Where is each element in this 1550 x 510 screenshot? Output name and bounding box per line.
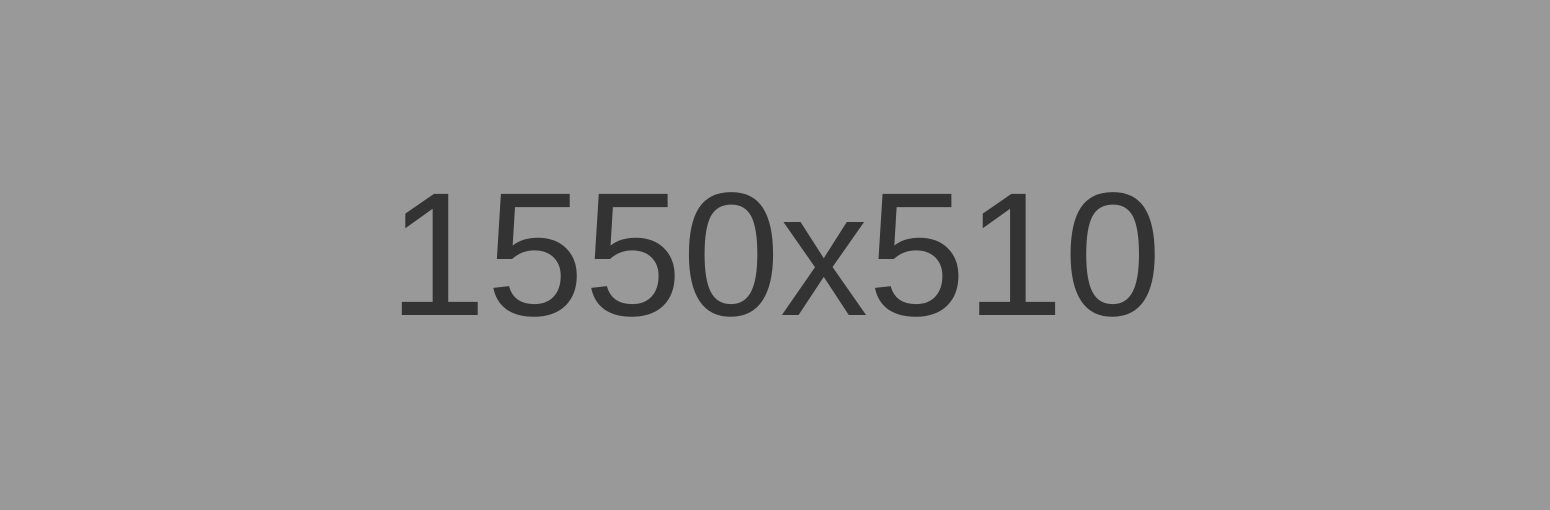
dimensions-label: 1550x510 [388,157,1162,353]
